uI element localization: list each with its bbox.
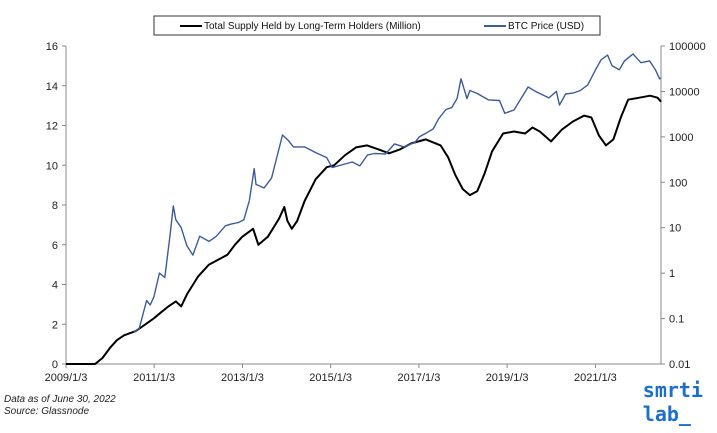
footnote-source: Source: Glassnode xyxy=(4,406,90,417)
x-tick-label: 2009/1/3 xyxy=(45,372,88,384)
y-left-tick-label: 16 xyxy=(46,41,58,53)
x-tick-label: 2017/1/3 xyxy=(398,372,441,384)
x-tick-label: 2019/1/3 xyxy=(486,372,529,384)
y-right-tick-label: 0.1 xyxy=(669,314,684,326)
legend-label-btc-price: BTC Price (USD) xyxy=(508,21,584,32)
y-right-tick-label: 100000 xyxy=(669,41,706,53)
series-line-long-term-holders xyxy=(66,94,662,365)
y-right-tick-label: 0.01 xyxy=(669,359,690,371)
y-left-tick-label: 14 xyxy=(46,81,58,93)
x-tick-label: 2021/1/3 xyxy=(574,372,617,384)
y-right-tick-label: 10000 xyxy=(669,86,700,98)
x-axis: 2009/1/3 2011/1/3 2013/1/3 2015/1/3 2017/1/3… xyxy=(45,363,661,384)
y-right-tick-label: 100 xyxy=(669,177,687,189)
y-left-tick-label: 4 xyxy=(52,280,58,292)
x-tick-label: 2011/1/3 xyxy=(133,372,175,384)
y-left-tick-label: 2 xyxy=(52,319,58,331)
series-layer xyxy=(66,53,662,365)
brand-logo: smrti lab_ xyxy=(643,378,703,426)
y-axis-right: 0.01 0.1 1 10 100 1000 10000 100000 xyxy=(660,41,706,371)
y-left-tick-label: 0 xyxy=(52,359,58,371)
y-right-tick-label: 1000 xyxy=(669,132,693,144)
legend-label-long-term-holders: Total Supply Held by Long-Term Holders (… xyxy=(204,21,421,32)
logo-line-2: lab_ xyxy=(642,402,691,426)
y-right-tick-label: 10 xyxy=(669,223,681,235)
y-left-tick-label: 6 xyxy=(52,240,58,252)
y-left-tick-label: 10 xyxy=(46,160,58,172)
x-tick-label: 2013/1/3 xyxy=(221,372,264,384)
y-axis-left: 0 2 4 6 8 10 12 14 16 xyxy=(46,41,67,371)
y-left-tick-label: 12 xyxy=(46,121,58,133)
legend: Total Supply Held by Long-Term Holders (… xyxy=(153,15,601,36)
y-left-tick-label: 8 xyxy=(52,200,58,212)
chart-canvas: Total Supply Held by Long-Term Holders (… xyxy=(45,15,706,384)
legend-box xyxy=(153,15,601,36)
y-right-tick-label: 1 xyxy=(669,268,675,280)
footnote-date: Data as of June 30, 2022 xyxy=(4,394,116,405)
logo-line-1: smrti xyxy=(642,378,703,402)
series-line-btc-price xyxy=(133,53,662,333)
x-tick-label: 2015/1/3 xyxy=(309,372,352,384)
